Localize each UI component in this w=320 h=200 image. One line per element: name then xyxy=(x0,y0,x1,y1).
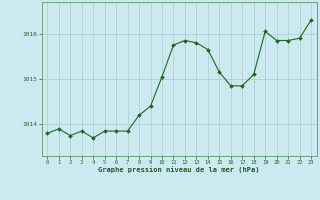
X-axis label: Graphe pression niveau de la mer (hPa): Graphe pression niveau de la mer (hPa) xyxy=(99,167,260,173)
